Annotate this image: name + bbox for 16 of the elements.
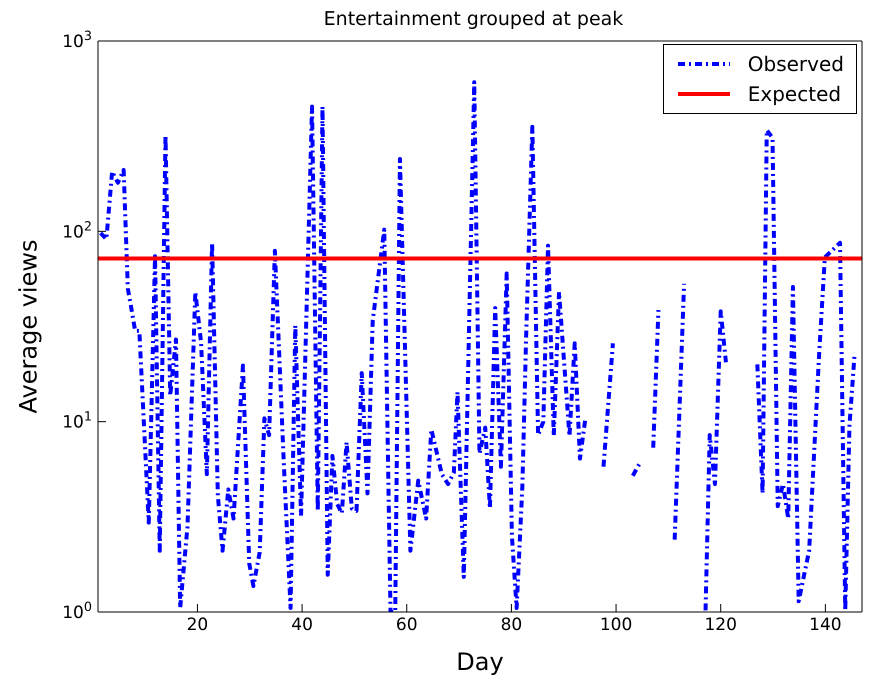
x-tick-label: 40 [291,615,313,636]
y-axis-title: Average views [14,240,43,414]
x-tick-label: 120 [704,615,737,636]
chart-title: Entertainment grouped at peak [322,8,624,30]
legend-label: Observed [748,52,844,76]
x-axis-title: Day [456,648,504,676]
legend-label: Expected [748,82,842,106]
y-tick-label: 10$^{2}$ [62,218,92,242]
x-tick-label: 20 [186,615,208,636]
y-tick-label: 10$^{3}$ [62,28,92,52]
x-tick-label: 100 [600,615,632,636]
x-tick-label: 60 [396,615,418,636]
x-tick-label: 80 [500,615,522,636]
y-tick-label: 10$^{1}$ [62,409,92,433]
x-tick-label: 140 [809,615,842,636]
y-tick-label: 10$^{0}$ [62,600,92,623]
